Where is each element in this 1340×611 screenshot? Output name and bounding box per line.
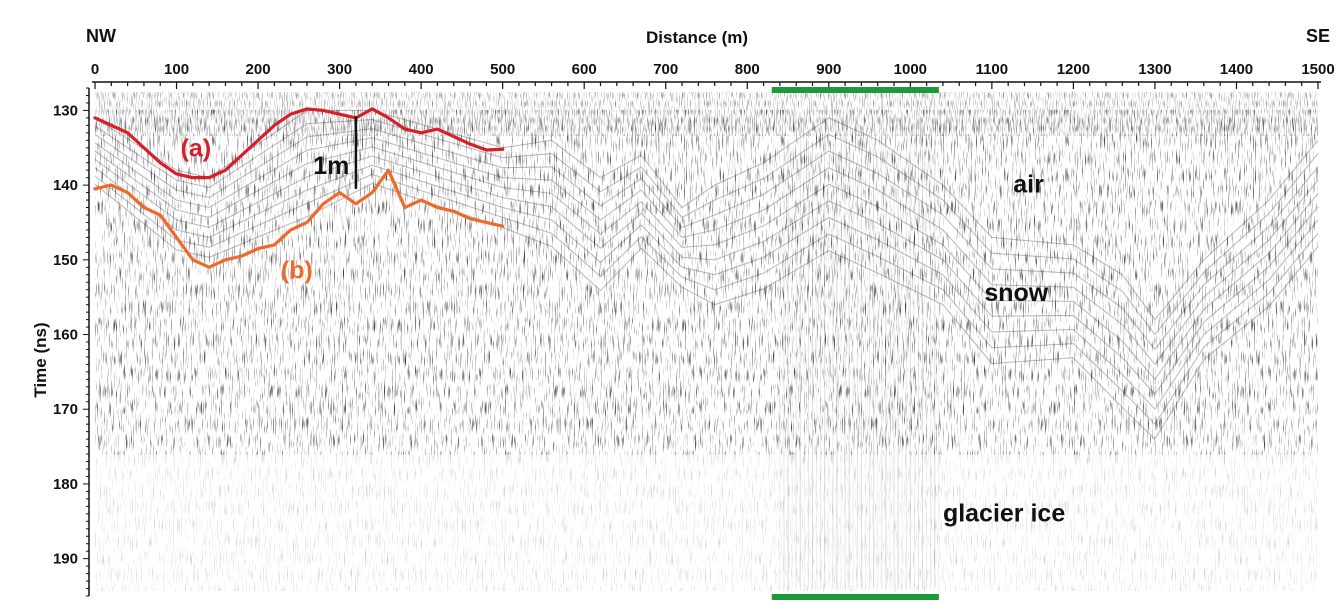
highlight-bar-bottom: [771, 594, 939, 600]
snow-layer-stripe: [94, 119, 1319, 336]
snow-layer-stripe: [94, 155, 1319, 396]
y-tick-label: 160: [53, 327, 78, 344]
x-axis-right-end-label: SE: [1306, 26, 1330, 46]
snow-layer-stripe: [94, 128, 1319, 351]
series-line-a: [93, 107, 505, 180]
snow-layer-stripe: [94, 173, 1319, 425]
zone-label-glacier-ice: glacier ice: [943, 499, 1065, 527]
series-layer: [93, 107, 505, 269]
x-tick-label: 1400: [1220, 61, 1253, 78]
y-tick-label: 140: [53, 177, 78, 194]
highlight-bar-top: [771, 87, 939, 93]
zone-label-snow: snow: [984, 279, 1048, 307]
x-axis: 0 100 200 300 400 500 600 700 800 900 1000 1100 1200…: [91, 61, 1335, 89]
zone-label-air: air: [1013, 171, 1044, 199]
y-tick-label: 150: [53, 252, 78, 269]
y-tick-label: 170: [53, 401, 78, 418]
snow-layer-stripe: [94, 164, 1319, 411]
snow-layer-stripe: [94, 146, 1319, 381]
y-axis: 130 140 150 160 170 180 190: [53, 87, 90, 597]
x-tick-label: 300: [327, 61, 352, 78]
x-axis-left-end-label: NW: [86, 26, 116, 46]
x-tick-label: 1200: [1057, 61, 1090, 78]
x-tick-label: 200: [246, 61, 271, 78]
x-tick-label: 500: [490, 61, 515, 78]
y-axis-title: Time (ns): [31, 322, 50, 397]
x-tick-label: 1000: [894, 61, 927, 78]
series-b-label: (b): [281, 257, 313, 285]
x-tick-label: 100: [164, 61, 189, 78]
snow-layer-stripe: [94, 182, 1319, 440]
snow-layer-stripe: [94, 137, 1319, 366]
x-tick-label: 1300: [1138, 61, 1171, 78]
scale-bar-label: 1m: [313, 152, 349, 180]
x-tick-label: 600: [572, 61, 597, 78]
series-a-label: (a): [181, 135, 212, 163]
x-tick-label: 800: [735, 61, 760, 78]
x-axis-title: Distance (m): [646, 28, 748, 47]
highlight-range: [771, 87, 939, 600]
radargram-background: [94, 88, 1319, 596]
y-tick-label: 180: [53, 476, 78, 493]
x-tick-label: 1500: [1301, 61, 1334, 78]
x-tick-label: 0: [91, 61, 99, 78]
snow-layer-stripe: [94, 109, 1319, 321]
x-tick-label: 1100: [976, 61, 1009, 78]
series-line-b: [93, 168, 505, 269]
y-tick-label: 190: [53, 551, 78, 568]
x-tick-label: 400: [409, 61, 434, 78]
y-tick-label: 130: [53, 102, 78, 119]
x-tick-label: 700: [653, 61, 678, 78]
x-tick-label: 900: [816, 61, 841, 78]
